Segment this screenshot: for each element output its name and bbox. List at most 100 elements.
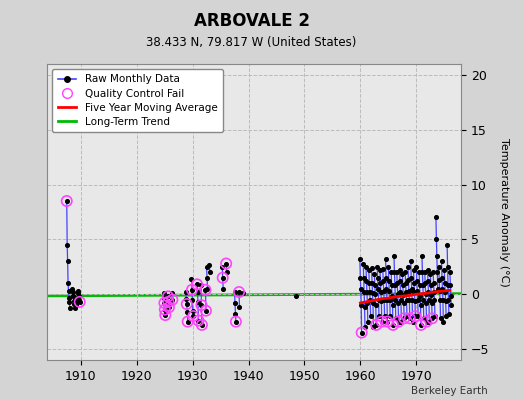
Point [421,280,429,286]
Point [400,315,408,322]
Point [71,300,80,306]
Point [383,286,391,292]
Point [396,278,404,284]
Point [380,296,388,303]
Point [71,294,79,301]
Point [357,302,365,308]
Point [378,318,386,325]
Point [203,286,212,292]
Point [428,315,436,322]
Point [396,267,404,273]
Point [183,318,192,325]
Point [198,322,206,328]
Point [222,269,231,276]
Point [218,264,226,270]
Point [439,318,447,325]
Point [442,298,450,304]
Point [412,278,421,284]
Point [436,315,445,322]
Point [391,315,400,322]
Point [388,302,397,308]
Point [395,318,403,325]
Point [425,296,433,303]
Point [356,286,365,292]
Point [222,260,231,267]
Point [390,253,398,259]
Point [235,304,244,310]
Point [376,267,384,273]
Point [197,302,205,308]
Point [161,306,169,313]
Point [446,293,455,300]
Point [182,296,191,302]
Point [402,289,410,295]
Point [74,288,82,294]
Point [361,324,369,330]
Point [397,296,405,303]
Point [380,313,389,319]
Point [165,304,173,310]
Point [445,311,453,317]
Point [427,292,435,298]
Point [433,253,441,259]
Point [361,304,369,310]
Point [406,315,414,322]
Point [64,288,73,294]
Point [446,282,455,289]
Point [375,313,383,319]
Point [205,262,214,268]
Point [399,300,408,306]
Point [164,293,172,300]
Point [383,318,391,325]
Point [359,260,367,267]
Point [401,280,410,286]
Point [372,302,380,308]
Point [394,291,402,298]
Text: Berkeley Earth: Berkeley Earth [411,386,487,396]
Point [187,276,195,282]
Point [419,282,427,289]
Point [235,289,243,295]
Point [372,322,380,328]
Point [442,313,450,319]
Point [292,293,300,300]
Point [168,296,177,303]
Point [422,318,431,325]
Point [444,296,453,303]
Point [63,258,72,264]
Point [369,324,378,330]
Point [416,293,424,300]
Point [202,308,210,314]
Text: 38.433 N, 79.817 W (United States): 38.433 N, 79.817 W (United States) [146,36,357,49]
Point [429,280,438,286]
Point [366,313,375,319]
Point [377,289,385,295]
Point [405,288,413,294]
Point [182,301,191,307]
Point [371,291,379,298]
Point [425,318,433,325]
Point [435,288,444,294]
Point [231,300,239,306]
Point [377,298,386,304]
Point [443,264,452,270]
Point [379,288,388,294]
Point [168,290,176,296]
Point [367,265,376,271]
Point [432,236,441,243]
Point [70,305,79,312]
Point [188,296,196,303]
Point [379,266,387,272]
Point [420,315,428,322]
Point [231,289,239,295]
Point [404,264,412,270]
Point [441,280,449,286]
Point [447,302,455,308]
Point [397,318,406,325]
Point [369,300,377,306]
Point [398,271,407,278]
Point [410,280,418,286]
Point [189,313,198,319]
Point [404,277,412,283]
Point [72,302,80,308]
